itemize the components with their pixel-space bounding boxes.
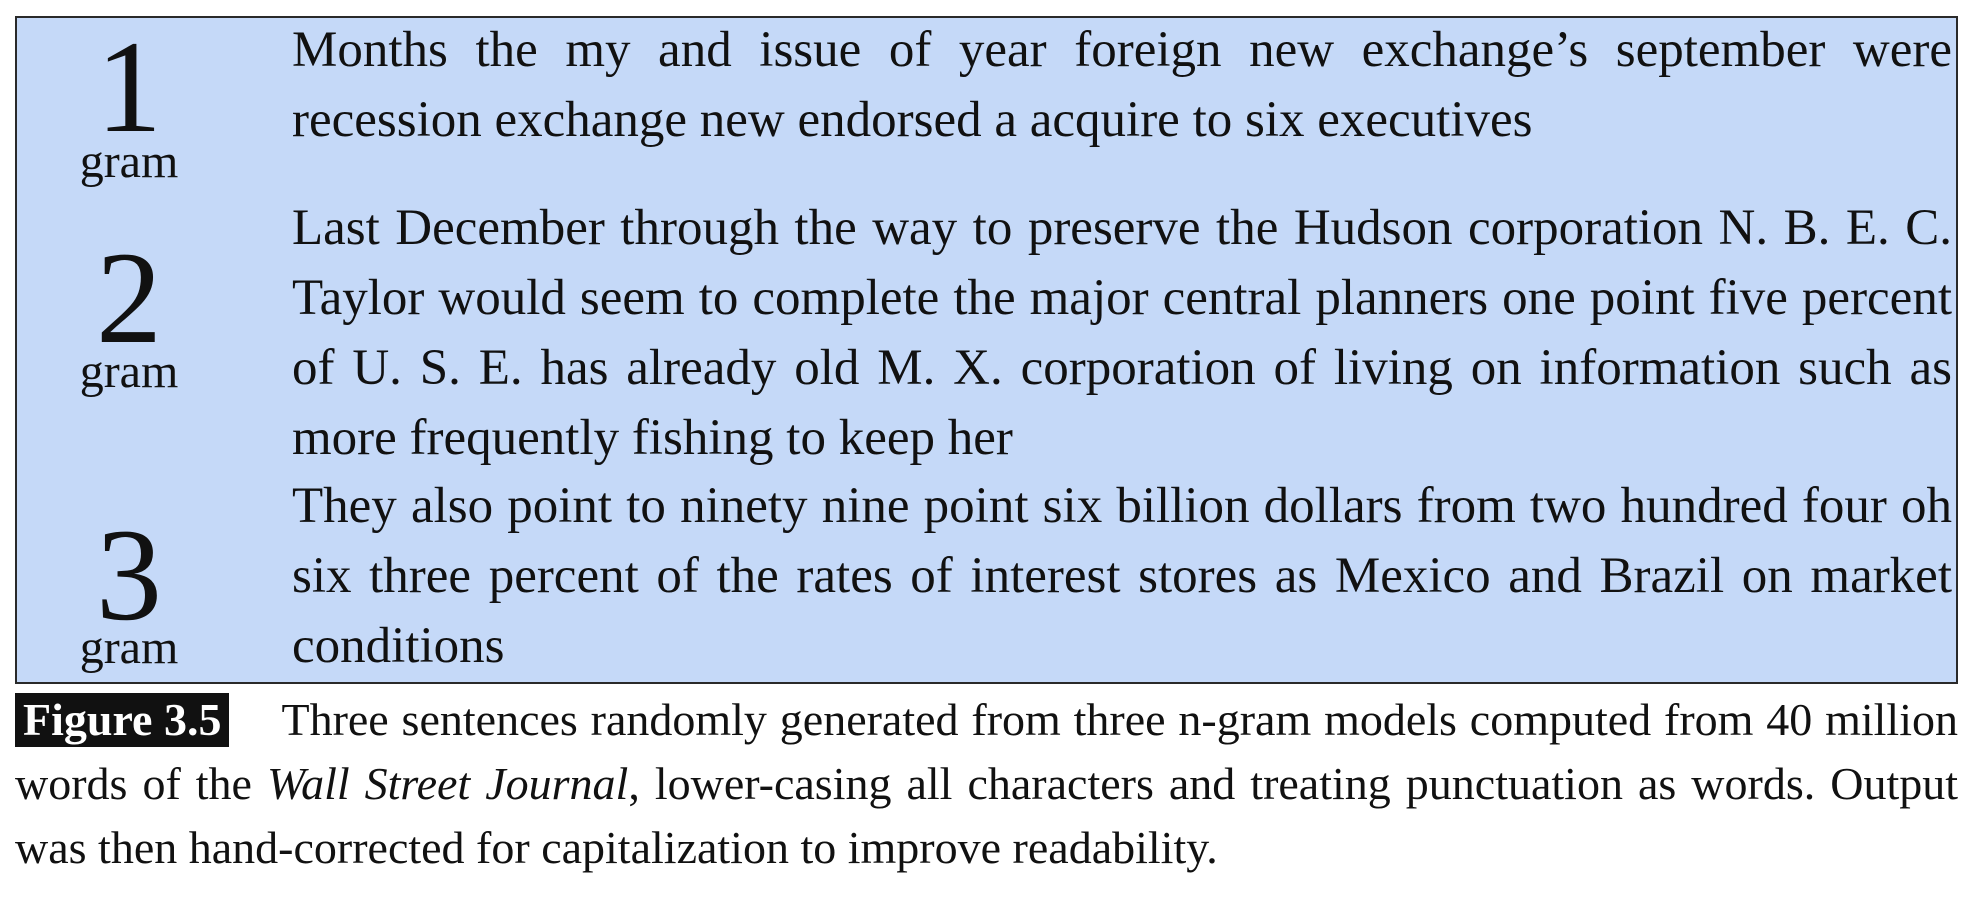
ngram-unit-1: gram <box>79 135 179 188</box>
generated-sentence-2: Last December through the way to preserv… <box>292 200 1952 466</box>
ngram-unit-2: gram <box>79 345 179 398</box>
ngram-examples-box: 1 gram Months the my and issue of year f… <box>15 16 1958 684</box>
caption-text-end: , lower-casing all characters and treati… <box>15 758 1959 873</box>
ngram-order-1: 1 <box>96 13 162 160</box>
generated-sentence-1: Months the my and issue of year foreign … <box>292 22 1952 148</box>
figure-caption: Figure 3.5 Three sentences randomly gener… <box>15 688 1958 880</box>
figure-label: Figure 3.5 <box>15 693 230 747</box>
caption-text-start: Three sentences randomly generated from … <box>15 694 1958 809</box>
caption-journal-title: Wall Street Journal <box>266 758 629 809</box>
ngram-unit-3: gram <box>79 621 179 674</box>
ngram-order-2: 2 <box>96 224 162 371</box>
ngram-order-3: 3 <box>96 501 162 648</box>
generated-sentence-3: They also point to ninety nine point six… <box>292 478 1952 674</box>
